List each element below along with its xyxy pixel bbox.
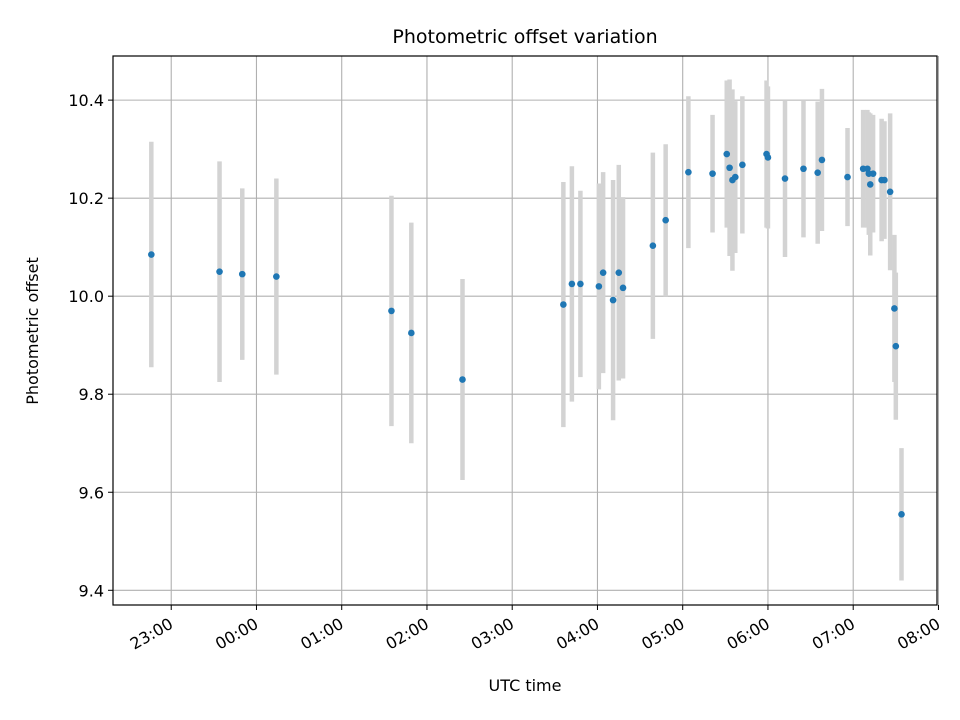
data-point [731,173,739,181]
data-point [764,154,772,161]
x-axis-label: UTC time [489,676,562,695]
data-point [844,173,851,181]
y-tick-label: 10.0 [68,287,104,306]
data-point [726,164,733,172]
x-tick-label: 03:00 [468,614,517,654]
x-tick-label: 04:00 [553,614,602,654]
x-tick-label: 01:00 [297,614,346,654]
data-point [560,301,567,308]
data-point [388,307,395,315]
grid [113,56,939,605]
data-point [898,511,905,518]
data-point [577,280,584,288]
data-point [599,269,607,276]
data-point [662,216,669,224]
y-axis-label: Photometric offset [23,257,42,405]
data-point [723,150,731,158]
data-point [615,269,623,276]
data-point [892,342,900,350]
plot-area-frame [112,55,938,606]
data-point [818,156,826,164]
y-tick-label: 9.4 [79,581,104,600]
x-tick-label: 07:00 [809,614,858,654]
data-point [685,168,692,176]
x-tick-label: 08:00 [894,614,943,654]
data-point [619,284,627,292]
data-point [881,176,888,184]
data-point [886,188,894,196]
data-point [891,305,898,312]
x-tick-label: 00:00 [212,614,261,654]
data-point [273,273,280,280]
x-tick-label: 23:00 [127,614,176,654]
x-tick-label: 05:00 [638,614,687,654]
x-tick-label: 06:00 [724,614,773,654]
data-point [866,181,874,188]
data-point [800,165,807,173]
data-point [609,296,617,304]
x-tick-label: 02:00 [383,614,432,654]
data-point [238,270,246,278]
y-tick-label: 9.8 [79,385,104,404]
y-tick-label: 10.4 [68,91,104,110]
data-point [781,175,789,182]
error-bars [149,79,904,581]
data-points [148,150,905,518]
y-tick-label: 10.2 [68,189,104,208]
data-point [595,283,603,290]
data-point [216,268,223,275]
data-point [739,161,746,169]
data-point [869,170,877,177]
y-axis: 9.4 9.6 9.8 10.0 10.2 10.4 [68,91,113,600]
data-point [148,251,155,258]
data-point [568,280,576,288]
data-point [408,329,415,337]
data-point [459,376,466,383]
data-point [814,169,821,176]
chart-title: Photometric offset variation [392,26,657,48]
data-point [649,242,657,249]
x-axis: 23:00 00:00 01:00 02:00 03:00 04:00 05:00 06:00… [127,605,943,654]
data-point [709,170,716,177]
y-tick-label: 9.6 [79,483,104,502]
